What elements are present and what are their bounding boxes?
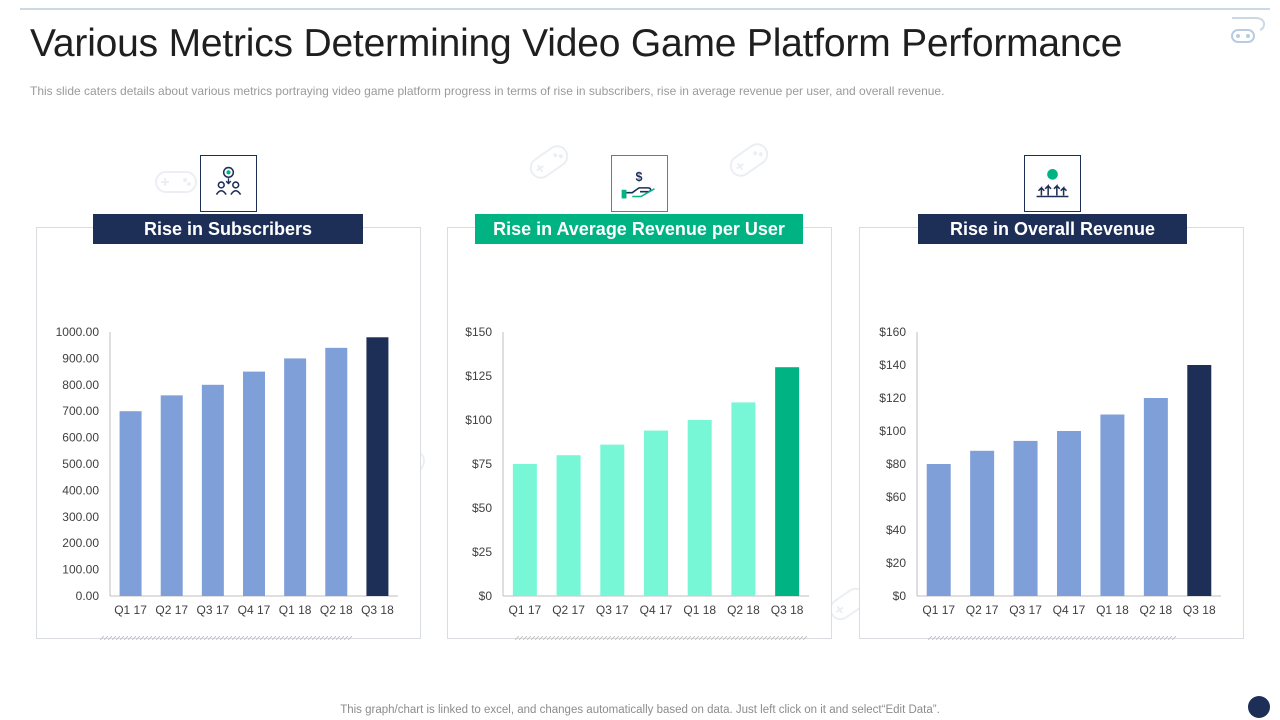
x-tick-label: Q3 17 — [1009, 603, 1042, 617]
y-tick-label: 400.00 — [62, 483, 99, 497]
y-tick-label: $80 — [886, 457, 906, 471]
bar-q3-17 — [201, 384, 224, 596]
bar-q2-17 — [556, 455, 581, 596]
x-tick-label: Q2 17 — [552, 603, 585, 617]
y-tick-label: $100 — [879, 424, 906, 438]
top-rule — [20, 8, 1270, 10]
x-tick-label: Q4 17 — [238, 603, 271, 617]
slide-title: Various Metrics Determining Video Game P… — [30, 22, 1123, 65]
y-tick-label: $75 — [472, 457, 492, 471]
bar-q3-18 — [775, 367, 800, 596]
bar-q1-18 — [687, 420, 712, 596]
overall-revenue-icon-box — [1024, 155, 1081, 212]
y-tick-label: $100 — [465, 413, 492, 427]
x-tick-label: Q1 18 — [279, 603, 312, 617]
y-tick-label: 600.00 — [62, 431, 99, 445]
bar-q4-17 — [243, 371, 265, 596]
x-tick-label: Q3 17 — [596, 603, 629, 617]
arpu-heading: Rise in Average Revenue per User — [475, 214, 803, 244]
bar-q3-18 — [1187, 365, 1212, 596]
bar-q2-18 — [325, 347, 348, 596]
x-tick-label: Q3 18 — [361, 603, 394, 617]
subscribers-icon-box — [200, 155, 257, 212]
bar-q2-17 — [970, 450, 995, 596]
x-tick-label: Q3 18 — [1183, 603, 1216, 617]
revenue-growth-icon — [1036, 169, 1069, 198]
y-tick-label: $60 — [886, 490, 906, 504]
x-tick-label: Q3 18 — [771, 603, 804, 617]
y-tick-label: $0 — [479, 589, 493, 603]
footer-note: This graph/chart is linked to excel, and… — [340, 704, 940, 716]
arpu-panel — [447, 227, 832, 639]
overall-revenue-heading: Rise in Overall Revenue — [918, 214, 1187, 244]
bar-q2-17 — [160, 395, 183, 596]
subscribers-bar-chart: 0.00 100.00 200.00 300.00 400.00 500.00 600.00… — [56, 325, 398, 617]
gamepad-watermark-icon — [155, 171, 197, 193]
bar-q3-17 — [600, 444, 625, 596]
x-tick-label: Q1 18 — [1096, 603, 1129, 617]
y-tick-label: 200.00 — [62, 536, 99, 550]
y-tick-label: $125 — [465, 369, 492, 383]
y-tick-label: 800.00 — [62, 378, 99, 392]
hatch-strip — [928, 636, 1176, 640]
y-tick-label: $25 — [472, 545, 492, 559]
x-tick-label: Q2 17 — [966, 603, 999, 617]
bar-q4-17 — [1057, 431, 1081, 596]
y-tick-label: 1000.00 — [56, 325, 100, 339]
hatch-strip — [100, 636, 352, 640]
subscribers-heading: Rise in Subscribers — [93, 214, 363, 244]
y-tick-label: 700.00 — [62, 404, 99, 418]
bar-q3-18 — [366, 337, 389, 596]
hatch-strip — [515, 636, 807, 640]
slide-subtitle: This slide caters details about various … — [30, 84, 945, 98]
bar-q4-17 — [644, 430, 668, 596]
x-tick-label: Q1 17 — [509, 603, 542, 617]
y-tick-label: $120 — [879, 391, 906, 405]
page-indicator-dot — [1248, 696, 1270, 718]
y-tick-label: 300.00 — [62, 510, 99, 524]
y-tick-label: 0.00 — [76, 589, 100, 603]
bar-q2-18 — [1143, 398, 1168, 596]
bar-q3-17 — [1013, 440, 1038, 596]
y-tick-label: $20 — [886, 556, 906, 570]
y-tick-label: $50 — [472, 501, 492, 515]
x-tick-label: Q2 17 — [155, 603, 188, 617]
bar-q1-17 — [512, 464, 537, 596]
svg-text:$: $ — [636, 170, 643, 184]
y-tick-label: $140 — [879, 358, 906, 372]
bar-q1-18 — [284, 358, 307, 596]
x-tick-label: Q1 17 — [114, 603, 147, 617]
x-tick-label: Q2 18 — [320, 603, 353, 617]
y-tick-label: 900.00 — [62, 351, 99, 365]
dollar-hand-icon: $ — [621, 170, 655, 199]
y-tick-label: $150 — [465, 325, 492, 339]
x-tick-label: Q1 18 — [683, 603, 716, 617]
x-tick-label: Q2 18 — [727, 603, 760, 617]
overall-revenue-bar-chart: $0 $20 $40 $60 $80 $100 $120 $140 $160 Q1 17 Q2 17… — [879, 325, 1221, 617]
x-tick-label: Q1 17 — [922, 603, 955, 617]
x-tick-label: Q2 18 — [1140, 603, 1173, 617]
y-tick-label: $160 — [879, 325, 906, 339]
y-tick-label: 500.00 — [62, 457, 99, 471]
bar-q1-17 — [926, 464, 951, 596]
x-tick-label: Q4 17 — [1053, 603, 1086, 617]
arpu-bar-chart: $0 $25 $50 $75 $100 $125 $150 Q1 17 Q2 17 Q3 17 Q4… — [465, 325, 809, 617]
arpu-icon-box: $ — [611, 155, 668, 212]
bar-q2-18 — [731, 402, 756, 596]
gamepad-watermark-icon — [529, 145, 569, 179]
x-tick-label: Q4 17 — [640, 603, 673, 617]
y-tick-label: $0 — [893, 589, 907, 603]
gamepad-watermark-icon — [729, 143, 769, 177]
subscribers-icon — [215, 166, 242, 196]
gamepad-corner-icon — [1231, 17, 1266, 43]
x-tick-label: Q3 17 — [197, 603, 230, 617]
y-tick-label: $40 — [886, 523, 906, 537]
bar-q1-18 — [1100, 414, 1125, 596]
bar-q1-17 — [119, 411, 142, 596]
y-tick-label: 100.00 — [62, 563, 99, 577]
